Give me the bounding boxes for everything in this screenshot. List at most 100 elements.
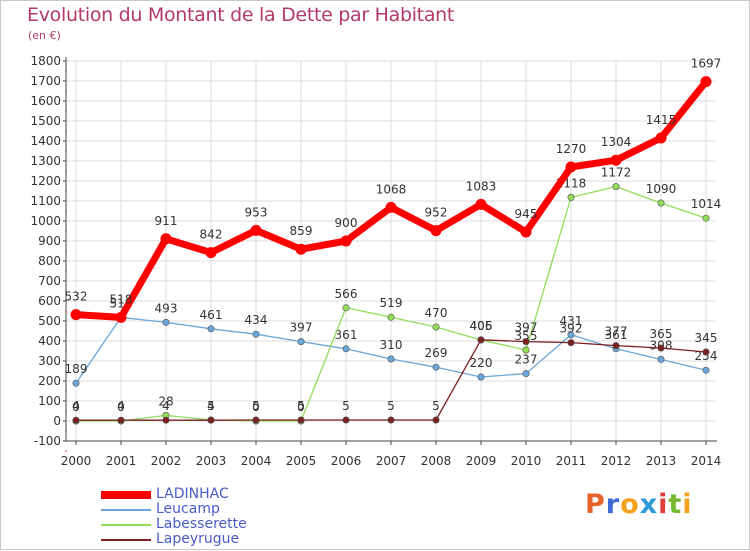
data-point-lapeyrugue xyxy=(72,416,80,424)
data-point-lapeyrugue xyxy=(117,416,125,424)
legend-item-leucamp: Leucamp xyxy=(101,502,301,517)
data-point-lapeyrugue xyxy=(207,416,215,424)
y-tick-label: 1000 xyxy=(30,214,61,228)
data-label-ladinhac: 945 xyxy=(515,207,538,221)
data-label-leucamp: 361 xyxy=(335,328,358,342)
data-point-leucamp xyxy=(342,345,350,353)
y-minor-dot xyxy=(65,450,67,452)
data-label-labesserette: 5 xyxy=(207,399,215,413)
data-point-ladinhac xyxy=(250,224,262,236)
data-label-labesserette: 1090 xyxy=(646,182,677,196)
y-tick-label: 500 xyxy=(38,314,61,328)
logo-letter: o xyxy=(620,489,640,520)
data-label-ladinhac: 1068 xyxy=(376,182,407,196)
data-label-leucamp: 310 xyxy=(380,338,403,352)
data-point-leucamp xyxy=(297,338,305,346)
data-point-leucamp xyxy=(162,318,170,326)
data-point-ladinhac xyxy=(700,76,712,88)
x-tick-label: 2004 xyxy=(241,454,272,468)
data-label-lapeyrugue: 5 xyxy=(387,399,395,413)
data-point-labesserette xyxy=(702,214,710,222)
data-point-lapeyrugue xyxy=(702,348,710,356)
data-label-lapeyrugue: 5 xyxy=(432,399,440,413)
data-label-lapeyrugue: 406 xyxy=(470,319,493,333)
y-tick-label: 1400 xyxy=(30,134,61,148)
data-label-leucamp: 461 xyxy=(200,308,223,322)
data-point-ladinhac xyxy=(340,235,352,247)
data-point-lapeyrugue xyxy=(657,344,665,352)
data-point-leucamp xyxy=(252,330,260,338)
x-tick-label: 2009 xyxy=(466,454,497,468)
x-tick-label: 2008 xyxy=(421,454,452,468)
data-label-ladinhac: 532 xyxy=(65,290,88,304)
legend-label-lapeyrugue: Lapeyrugue xyxy=(156,531,240,547)
data-point-ladinhac xyxy=(430,225,442,237)
data-label-lapeyrugue: 4 xyxy=(117,399,125,413)
data-label-lapeyrugue: 397 xyxy=(515,321,538,335)
x-tick-label: 2011 xyxy=(556,454,587,468)
data-label-ladinhac: 1415 xyxy=(646,113,677,127)
data-label-ladinhac: 900 xyxy=(335,216,358,230)
data-label-leucamp: 237 xyxy=(515,353,538,367)
data-point-lapeyrugue xyxy=(567,339,575,347)
legend-label-ladinhac: LADINHAC xyxy=(156,486,229,502)
y-tick-label: 1800 xyxy=(30,54,61,68)
legend-label-leucamp: Leucamp xyxy=(156,501,220,517)
y-tick-label: 700 xyxy=(38,274,61,288)
x-tick-label: 2010 xyxy=(511,454,542,468)
data-point-leucamp xyxy=(477,373,485,381)
data-label-leucamp: 361 xyxy=(605,328,628,342)
data-point-leucamp xyxy=(522,370,530,378)
data-label-ladinhac: 1697 xyxy=(691,57,722,71)
data-label-labesserette: 0 xyxy=(117,400,125,414)
plot-area xyxy=(66,61,718,441)
data-point-ladinhac xyxy=(70,309,82,321)
data-point-leucamp xyxy=(387,355,395,363)
data-label-labesserette: 28 xyxy=(158,394,173,408)
chart-legend: LADINHAC Leucamp Labesserette Lapeyrugue xyxy=(101,487,301,547)
data-point-lapeyrugue xyxy=(522,338,530,346)
data-label-lapeyrugue: 377 xyxy=(605,325,628,339)
x-tick-label: 2001 xyxy=(106,454,137,468)
data-label-labesserette: 405 xyxy=(470,319,493,333)
data-point-lapeyrugue xyxy=(612,342,620,350)
data-label-ladinhac: 1304 xyxy=(601,135,632,149)
data-label-ladinhac: 859 xyxy=(290,224,313,238)
data-label-leucamp: 254 xyxy=(695,349,718,363)
legend-item-ladinhac: LADINHAC xyxy=(101,487,301,502)
data-label-leucamp: 397 xyxy=(290,321,313,335)
data-point-leucamp xyxy=(702,366,710,374)
data-point-leucamp xyxy=(432,363,440,371)
data-label-leucamp: 189 xyxy=(65,362,88,376)
x-tick-label: 2012 xyxy=(601,454,632,468)
data-label-ladinhac: 1083 xyxy=(466,179,497,193)
data-label-lapeyrugue: 4 xyxy=(207,399,215,413)
data-point-ladinhac xyxy=(520,226,532,238)
chart-title: Evolution du Montant de la Dette par Hab… xyxy=(27,4,455,26)
data-point-lapeyrugue xyxy=(477,336,485,344)
x-tick-label: 2002 xyxy=(151,454,182,468)
data-point-ladinhac xyxy=(655,132,667,144)
data-point-ladinhac xyxy=(295,243,307,255)
data-label-lapeyrugue: 4 xyxy=(72,399,80,413)
y-tick-label: 1100 xyxy=(30,194,61,208)
data-label-labesserette: 0 xyxy=(72,400,80,414)
data-label-lapeyrugue: 5 xyxy=(252,399,260,413)
legend-swatch-lapeyrugue xyxy=(101,539,151,541)
logo-letter: P xyxy=(585,489,606,520)
data-label-lapeyrugue: 345 xyxy=(695,331,718,345)
data-label-lapeyrugue: 5 xyxy=(342,399,350,413)
data-label-labesserette: 0 xyxy=(252,400,260,414)
data-point-leucamp xyxy=(657,355,665,363)
data-point-lapeyrugue xyxy=(342,416,350,424)
data-point-labesserette xyxy=(657,199,665,207)
legend-label-labesserette: Labesserette xyxy=(156,516,247,532)
data-label-labesserette: 1172 xyxy=(601,166,632,180)
data-label-labesserette: 566 xyxy=(335,287,358,301)
data-label-labesserette: 355 xyxy=(515,329,538,343)
data-label-labesserette: 0 xyxy=(297,400,305,414)
data-point-lapeyrugue xyxy=(387,416,395,424)
x-tick-label: 2007 xyxy=(376,454,407,468)
